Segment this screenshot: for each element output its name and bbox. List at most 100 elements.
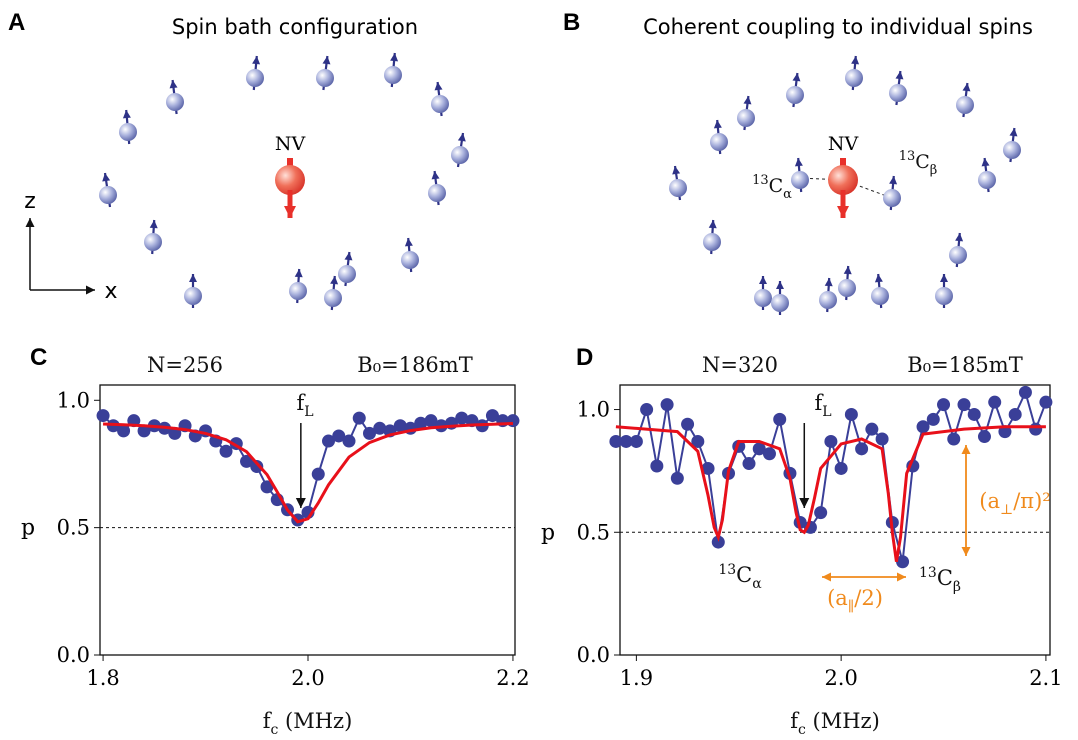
x-axis-label: fc (MHz): [263, 709, 353, 738]
data-point: [424, 414, 438, 428]
spin: [246, 69, 264, 87]
data-point: [926, 412, 940, 426]
panel-letter: C: [30, 344, 47, 371]
nv-stem: [287, 158, 293, 168]
spin-arrow-head: [794, 158, 803, 167]
axis-label: z: [24, 189, 36, 214]
y-tick-label: 0.0: [57, 643, 90, 667]
fl-arrow-head: [799, 498, 810, 508]
spin-arrow-head: [322, 56, 331, 65]
text-part: α: [752, 576, 762, 592]
data-point: [855, 442, 869, 456]
spin: [754, 289, 772, 307]
text-part: 13: [718, 562, 736, 578]
data-point: [660, 398, 674, 412]
data-point: [937, 398, 951, 412]
data-point: [947, 432, 961, 446]
nv-arrow-head: [284, 206, 296, 218]
spin: [956, 96, 974, 114]
plot-frame: [619, 384, 1051, 656]
annotation: B₀=185mT: [907, 353, 1022, 377]
spin-arrow-head: [843, 266, 852, 275]
data-point: [916, 420, 930, 434]
data-point: [701, 461, 715, 475]
text-part: B₀=186mT: [357, 353, 472, 377]
text-part: ∥: [848, 599, 854, 615]
text-part: (a: [827, 586, 848, 610]
y-tick-label: 1.0: [57, 388, 90, 412]
text-part: N=320: [702, 353, 778, 377]
data-point: [342, 434, 356, 448]
y-tick-label: 0.0: [577, 643, 610, 667]
data-point: [352, 411, 366, 425]
data-point: [485, 409, 499, 423]
data-point: [455, 411, 469, 425]
text-part: C: [769, 175, 784, 197]
x-axis-label: fc (MHz): [790, 709, 880, 738]
axis-arrow-head: [86, 285, 95, 295]
spin: [144, 233, 162, 251]
spin-arrow-head: [981, 158, 990, 167]
data-point: [967, 407, 981, 421]
data-point: [1018, 385, 1032, 399]
spin: [451, 146, 469, 164]
data-point: [896, 555, 910, 569]
data-point: [332, 429, 346, 443]
spin-arrow-head: [851, 56, 860, 65]
text-part: β: [930, 163, 938, 178]
spin: [845, 69, 863, 87]
text-part: (MHz): [806, 709, 880, 733]
text-part: ⊥: [1000, 502, 1013, 518]
splitting-arrow-head: [961, 547, 971, 556]
data-point: [670, 471, 684, 485]
spin-arrow-head: [431, 171, 440, 180]
text-part: /2): [854, 586, 883, 610]
spin-arrow-head: [743, 96, 752, 105]
data-point: [322, 434, 336, 448]
data-point: [373, 421, 387, 435]
data-point: [814, 506, 828, 520]
x-tick-label: 2.1: [1029, 666, 1062, 690]
data-point: [260, 480, 274, 494]
spin: [99, 186, 117, 204]
spin-arrow-head: [940, 274, 948, 282]
panel-letter: B: [563, 9, 580, 36]
spin-arrow-head: [874, 274, 883, 283]
annotation: N=320: [702, 353, 778, 377]
spin: [935, 287, 953, 305]
data-point: [773, 412, 787, 426]
spin: [838, 279, 856, 297]
spin-arrow-head: [169, 80, 178, 89]
spin: [384, 66, 402, 84]
text-part: /π)²: [1013, 489, 1051, 513]
splitting-arrow-head: [897, 572, 906, 582]
spin: [166, 93, 184, 111]
annotation: fL: [296, 391, 313, 420]
spin: [338, 265, 356, 283]
spin: [316, 69, 334, 87]
data-point: [844, 407, 858, 421]
spin-arrow-head: [330, 276, 339, 285]
nv-arrow-head: [837, 206, 849, 218]
spin-arrow-head: [404, 238, 413, 247]
spin-arrow-head: [457, 133, 466, 142]
spin-arrow-head: [955, 233, 964, 242]
nv-center: [828, 165, 858, 195]
annotation: B₀=186mT: [357, 353, 472, 377]
x-tick-label: 1.9: [620, 666, 653, 690]
fl-arrow-head: [295, 498, 306, 508]
data-point: [957, 398, 971, 412]
spin: [119, 123, 137, 141]
text-part: (MHz): [278, 709, 352, 733]
text-part: C: [937, 566, 953, 590]
nv-label: NV: [828, 133, 859, 155]
spin-arrow-head: [895, 71, 904, 80]
spin-arrow-head: [252, 56, 261, 65]
fit-line: [615, 425, 1046, 562]
panel-title: Spin bath configuration: [172, 15, 418, 39]
data-point: [988, 395, 1002, 409]
panel-letter: A: [8, 9, 25, 36]
spin: [889, 84, 907, 102]
annotation: 13Cα: [718, 562, 762, 592]
